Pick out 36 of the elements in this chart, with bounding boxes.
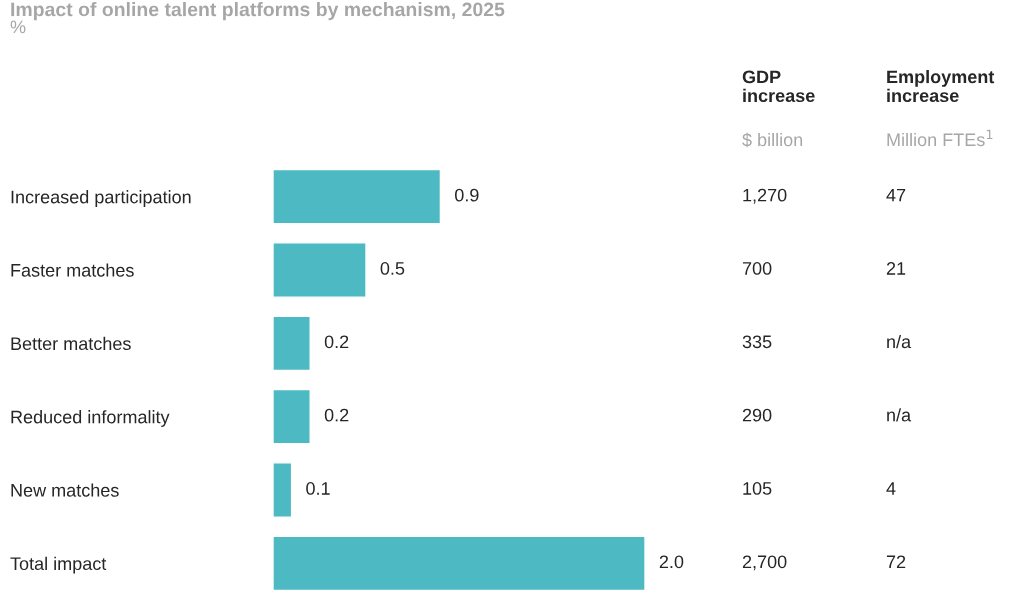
text: 105 <box>743 482 772 495</box>
text: 335 <box>742 335 772 349</box>
bar <box>273 462 293 518</box>
text: GDP increase <box>742 70 815 103</box>
y-tick-label: New matches <box>11 483 119 497</box>
bar <box>273 388 311 445</box>
text: n/a <box>887 408 912 422</box>
bar <box>273 535 646 592</box>
data-label: 0.2 <box>324 408 349 422</box>
text: 1,270 <box>743 188 787 204</box>
y-tick-label: Increased participation <box>11 190 191 207</box>
text: 2,700 <box>742 555 787 571</box>
text: 700 <box>742 262 772 275</box>
data-label: 0.2 <box>324 335 349 349</box>
text: Million FTEs$^{1}$ <box>887 129 993 147</box>
text: Employment increase <box>887 70 995 103</box>
text: 290 <box>742 408 772 422</box>
data-label: 2.0 <box>659 555 684 569</box>
y-tick-label: Reduced informality <box>11 410 170 427</box>
text: n/a <box>887 334 912 349</box>
bar <box>273 242 367 298</box>
y-tick-label: Better matches <box>11 336 131 351</box>
data-label: 0.5 <box>380 262 405 275</box>
text: % <box>10 20 26 34</box>
text: $ billion <box>742 132 803 148</box>
bar <box>273 315 311 372</box>
data-label: 0.1 <box>306 482 330 495</box>
chart-title: Impact of online talent platforms by mechanism, 2025 <box>11 2 505 21</box>
text: 21 <box>886 262 906 275</box>
text: 47 <box>886 188 906 202</box>
data-label: 0.9 <box>454 188 479 202</box>
y-tick-label: Faster matches <box>11 263 134 277</box>
bar <box>273 168 442 225</box>
text: 4 <box>886 482 896 495</box>
y-tick-label: Total impact <box>10 556 107 574</box>
text: 72 <box>886 555 906 568</box>
